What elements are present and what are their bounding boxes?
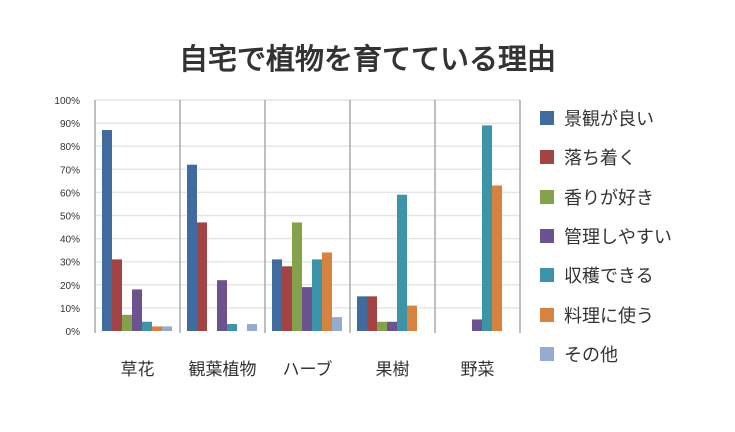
legend-swatch [540,346,554,361]
legend-label: 収穫できる [564,266,654,288]
legend-swatch [540,307,554,322]
y-tick-label: 70% [60,165,80,176]
legend-item: 景観が良い [540,108,654,130]
x-tick-label: 観葉植物 [189,360,257,380]
bar [322,252,332,331]
bar [187,164,197,331]
bar [312,259,322,331]
x-tick-label: 果樹 [376,360,410,380]
legend-item: 管理しやすい [540,226,672,248]
bar [492,185,502,331]
y-tick-label: 60% [60,188,80,199]
legend-swatch [540,228,554,243]
legend-swatch [540,268,554,283]
x-tick-label: ハーブ [283,359,333,380]
legend-label: 管理しやすい [564,226,672,248]
legend-label: 料理に使う [564,305,654,327]
y-tick-label: 100% [54,96,80,107]
bar [162,326,172,331]
y-tick-label: 10% [60,304,80,315]
bar [142,321,152,331]
y-tick-label: 20% [60,281,80,292]
legend-item: 落ち着く [540,147,636,170]
bar [112,259,122,331]
y-tick-label: 30% [60,258,80,269]
bar [397,194,407,331]
bar [332,317,342,331]
x-tick-label: 野菜 [461,360,495,380]
bar [292,222,302,331]
bar [377,321,387,331]
bar [472,319,482,331]
bar [227,324,237,331]
bar [302,287,312,331]
bar [247,324,257,331]
bar [102,130,112,331]
chart-title: 自宅で植物を育てている理由 [178,42,556,76]
bar [122,314,132,331]
bar [407,305,417,331]
y-tick-label: 0% [66,327,81,338]
legend-item: 料理に使う [540,305,654,327]
bar [367,296,377,331]
y-tick-label: 40% [60,235,80,246]
legend-item: その他 [540,344,618,366]
bar [272,259,282,331]
legend-swatch [540,150,554,165]
y-tick-label: 80% [60,142,80,153]
legend-item: 収穫できる [540,265,654,288]
bar [387,321,397,331]
legend-swatch [540,189,554,204]
x-tick-label: 草花 [121,360,155,380]
bar [197,222,207,331]
legend-label: 落ち着く [564,148,636,170]
legend-label: 香りが好き [564,187,654,209]
legend-swatch [540,111,554,125]
legend-label: 景観が良い [564,109,654,130]
legend-item: 香りが好き [540,187,654,209]
bar [482,125,492,331]
y-tick-label: 90% [60,119,80,130]
bar [132,289,142,331]
bar [282,266,292,331]
bar [217,280,227,331]
y-tick-label: 50% [60,212,80,223]
bar [357,296,367,331]
legend-label: その他 [564,344,618,366]
bar [152,326,162,331]
